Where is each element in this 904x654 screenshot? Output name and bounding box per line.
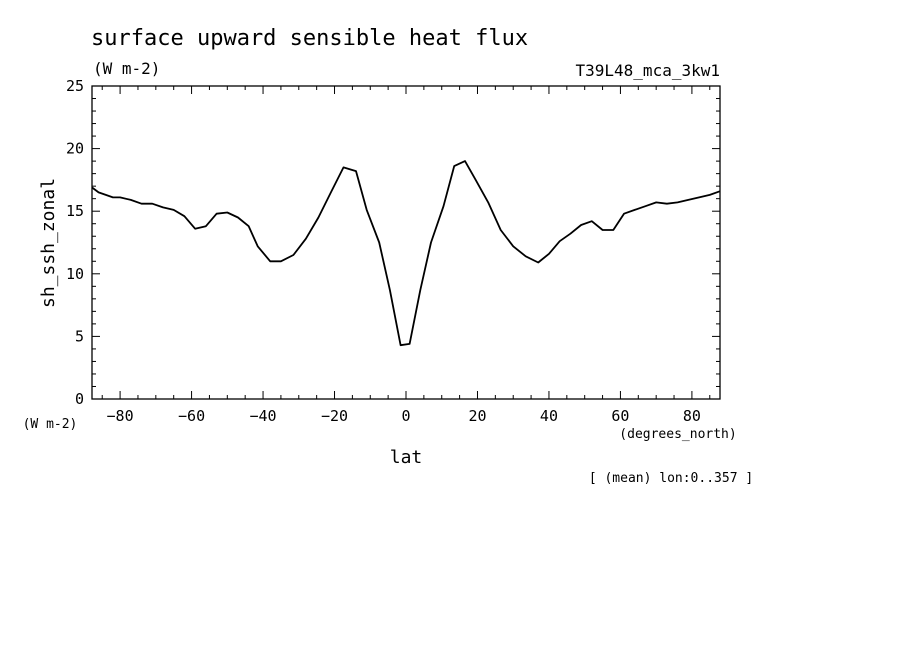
x-unit-label: (degrees_north)	[619, 427, 736, 442]
x-tick-label: 80	[683, 407, 701, 425]
averaging-note: [ (mean) lon:0..357 ]	[589, 471, 753, 486]
series-line	[91, 160, 721, 347]
dataset-label: T39L48_mca_3kw1	[576, 61, 721, 80]
x-tick-label: 20	[468, 407, 486, 425]
x-tick-label: 60	[611, 407, 629, 425]
y-tick-label: 10	[66, 265, 84, 283]
chart-units: (W m-2)	[93, 59, 160, 78]
y-tick-label: 0	[75, 390, 84, 408]
x-axis-label: lat	[390, 447, 423, 468]
y-tick-label: 15	[66, 202, 84, 220]
y-unit-label: (W m-2)	[23, 417, 78, 432]
y-axis-label: sh_ssh_zonal	[38, 178, 59, 308]
series-layer	[91, 160, 721, 347]
x-axis: −80 −60 −40 −20 0 20 40 60 80	[101, 86, 711, 425]
x-tick-label: −20	[321, 407, 348, 425]
y-tick-label: 20	[66, 140, 84, 158]
x-tick-label: −40	[249, 407, 276, 425]
x-tick-label: −60	[178, 407, 205, 425]
chart-title: surface upward sensible heat flux	[91, 26, 528, 51]
plot-frame	[91, 85, 721, 400]
y-tick-label: 5	[75, 327, 84, 345]
x-tick-label: 0	[401, 407, 410, 425]
x-tick-label: 40	[540, 407, 558, 425]
y-axis: 0 5 10 15 20 25	[66, 77, 720, 408]
y-tick-label: 25	[66, 77, 84, 95]
x-tick-label: −80	[107, 407, 134, 425]
